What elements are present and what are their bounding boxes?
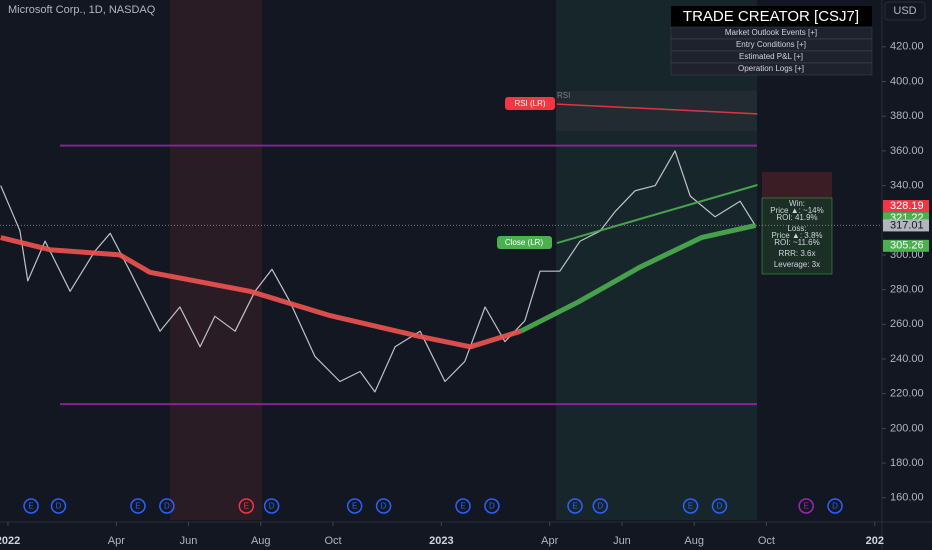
rsi-label: RSI — [557, 91, 570, 100]
loss-box — [762, 172, 832, 198]
close-lr-label: Close (LR) — [505, 238, 544, 247]
event-icon — [455, 498, 471, 514]
stat-line: Leverage: 3x — [774, 260, 820, 269]
x-tick-label: Oct — [758, 535, 775, 547]
y-tick-label: 180.00 — [890, 457, 924, 469]
event-label: E — [135, 502, 140, 511]
y-tick-label: 340.00 — [890, 179, 924, 191]
event-icon — [375, 498, 392, 514]
event-label: E — [460, 502, 465, 511]
stat-line: ROI: 41.9% — [776, 213, 817, 222]
y-tick-label: 420.00 — [890, 41, 924, 53]
event-label: D — [717, 502, 723, 511]
event-icon — [484, 498, 500, 514]
x-tick-label: Jun — [613, 535, 631, 547]
chart-title: Microsoft Corp., 1D, NASDAQ — [8, 4, 156, 16]
stat-line: RRR: 3.6x — [779, 249, 816, 258]
x-tick-label: Jun — [180, 535, 198, 547]
price-tag-label: 328.19 — [890, 200, 924, 212]
win-box — [761, 197, 833, 275]
event-icon — [263, 498, 280, 514]
y-tick-label: 360.00 — [890, 145, 924, 157]
event-label: E — [244, 502, 249, 511]
x-tick-label: Aug — [251, 535, 271, 547]
series-line — [556, 103, 758, 115]
close-lr-tag — [497, 236, 552, 249]
x-tick-label: Apr — [108, 535, 125, 547]
panel-item[interactable] — [670, 62, 873, 76]
panel-item-label[interactable]: Estimated P&L [+] — [739, 52, 803, 61]
event-label: D — [56, 502, 62, 511]
y-tick-label: 280.00 — [890, 284, 924, 296]
y-tick-label: 200.00 — [890, 422, 924, 434]
x-tick-label: 2022 — [0, 535, 20, 547]
rsi-lr-label: RSI (LR) — [514, 99, 545, 108]
panel-item-label[interactable]: Entry Conditions [+] — [736, 40, 806, 49]
y-tick-label: 400.00 — [890, 75, 924, 87]
trade-panel: TRADE CREATOR [CSJ7] Market Outlook Even… — [670, 6, 873, 76]
series-line — [0, 235, 522, 350]
panel-title: TRADE CREATOR [CSJ7] — [683, 8, 859, 25]
x-tick-label: Oct — [324, 535, 341, 547]
stat-line: Price ▲: ~14% — [770, 206, 824, 215]
price-tag — [883, 239, 929, 252]
event-label: E — [803, 502, 808, 511]
currency-box[interactable] — [884, 1, 926, 21]
event-label: D — [489, 502, 495, 511]
event-label: D — [269, 502, 275, 511]
x-tick-label: 2023 — [429, 535, 453, 547]
price-tag — [883, 200, 929, 213]
event-icon — [346, 498, 363, 514]
y-tick-label: 160.00 — [890, 492, 924, 504]
event-label: D — [832, 502, 838, 511]
event-label: E — [572, 502, 577, 511]
currency[interactable]: USD — [893, 5, 916, 17]
event-icon — [682, 498, 699, 514]
stat-line: ROI: ~11.6% — [774, 238, 819, 247]
event-icon — [592, 498, 609, 514]
y-tick-label: 300.00 — [890, 249, 924, 261]
rsi-lr-tag — [505, 97, 555, 110]
event-label: E — [688, 502, 693, 511]
rsi-box — [556, 91, 757, 131]
x-tick-label: Aug — [684, 535, 704, 547]
stat-line: Win: — [789, 199, 805, 208]
event-icon — [798, 498, 814, 514]
stat-line: Loss: — [787, 224, 806, 233]
price-tag-label: 305.26 — [890, 240, 924, 252]
price-tag-label: 317.01 — [890, 219, 924, 231]
price-tag — [883, 219, 929, 232]
red-zone — [170, 0, 262, 520]
x-tick-label: Apr — [541, 535, 558, 547]
y-tick-label: 240.00 — [890, 353, 924, 365]
event-label: D — [381, 502, 387, 511]
series-line — [556, 184, 758, 245]
event-icon — [827, 498, 843, 514]
y-tick-label: 220.00 — [890, 388, 924, 400]
stat-line: Price ▲: 3.8% — [771, 231, 822, 240]
y-tick-label: 260.00 — [890, 318, 924, 330]
event-label: D — [164, 502, 170, 511]
series-line — [519, 222, 757, 334]
event-label: E — [352, 502, 357, 511]
event-label: E — [28, 502, 33, 511]
event-icon — [567, 498, 583, 514]
event-icon — [50, 498, 67, 514]
event-icon — [130, 498, 146, 514]
x-tick-label: 202 — [866, 535, 884, 547]
y-tick-label: 380.00 — [890, 110, 924, 122]
panel-item-label[interactable]: Market Outlook Events [+] — [725, 28, 817, 37]
panel-item-label[interactable]: Operation Logs [+] — [738, 64, 804, 73]
event-icon — [159, 498, 175, 514]
series-line — [0, 150, 756, 393]
event-icon — [711, 498, 728, 514]
event-icon — [23, 498, 39, 514]
event-icon — [238, 498, 255, 514]
event-label: D — [597, 502, 603, 511]
